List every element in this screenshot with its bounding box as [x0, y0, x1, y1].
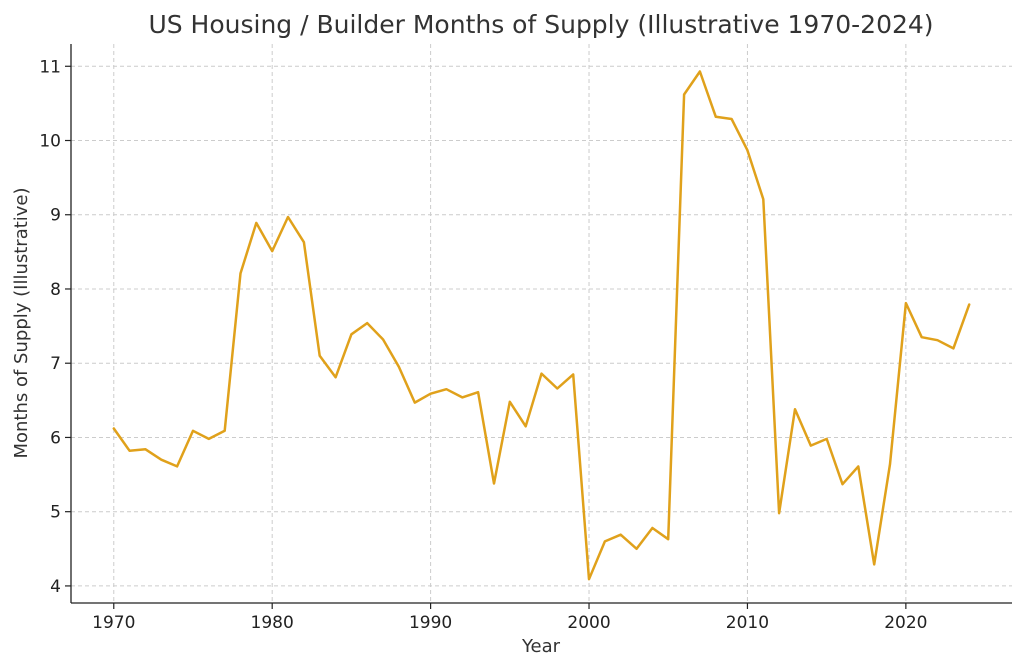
y-tick-label: 5: [50, 503, 61, 523]
x-tick-label: 2010: [726, 613, 769, 633]
y-tick-label: 10: [39, 132, 61, 152]
y-tick-label: 11: [39, 57, 61, 77]
y-tick-label: 8: [50, 280, 61, 300]
y-axis-label: Months of Supply (Illustrative): [11, 187, 32, 458]
y-tick-label: 6: [50, 428, 61, 448]
x-tick-label: 1980: [251, 613, 294, 633]
grid: [71, 44, 1012, 603]
x-tick-label: 2000: [567, 613, 610, 633]
chart-title: US Housing / Builder Months of Supply (I…: [148, 10, 933, 39]
x-tick-label: 1970: [92, 613, 135, 633]
y-tick-label: 4: [50, 577, 61, 597]
y-axis-ticks: 4 5 6 7 8 9 10 11: [39, 57, 71, 597]
x-axis-ticks: 1970 1980 1990 2000 2010 2020: [92, 603, 927, 633]
x-tick-label: 2020: [884, 613, 927, 633]
y-tick-label: 7: [50, 354, 61, 374]
x-axis-label: Year: [521, 636, 561, 657]
series-line: [112, 70, 971, 581]
x-tick-label: 1990: [409, 613, 452, 633]
y-tick-label: 9: [50, 206, 61, 226]
axes: [70, 44, 1012, 604]
